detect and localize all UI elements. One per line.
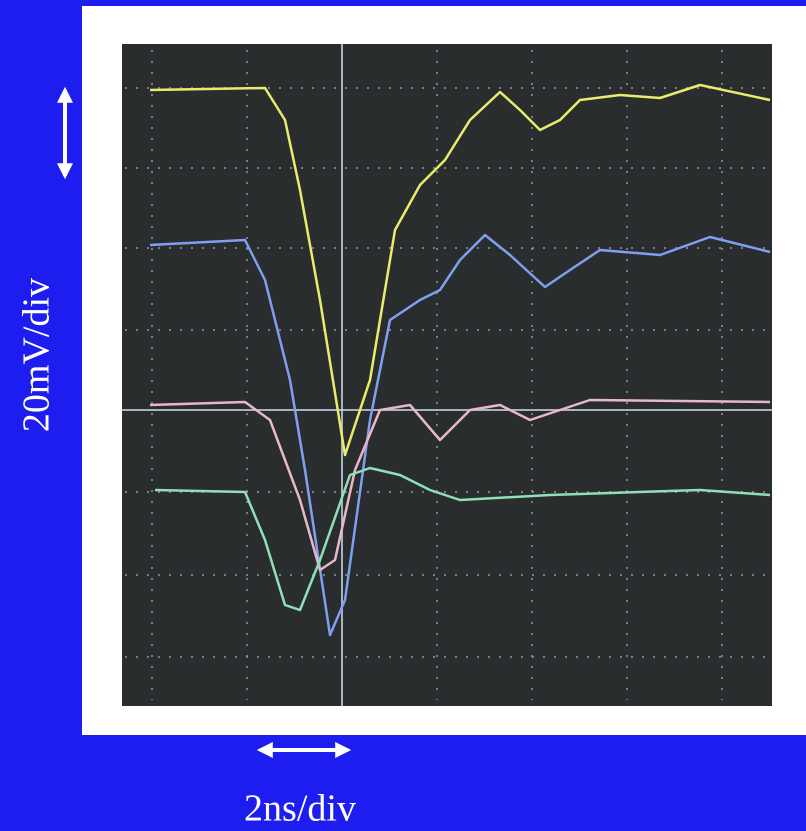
vertical-scale-label: 20mV/div — [16, 278, 58, 432]
horizontal-scale-label: 2ns/div — [244, 788, 356, 830]
blue-trace — [149, 233, 771, 637]
traces — [149, 83, 771, 637]
graticule — [122, 44, 772, 706]
scope-screen — [122, 44, 772, 706]
green-trace — [154, 466, 771, 612]
yellow-trace — [149, 83, 771, 457]
pink-trace — [149, 398, 771, 572]
